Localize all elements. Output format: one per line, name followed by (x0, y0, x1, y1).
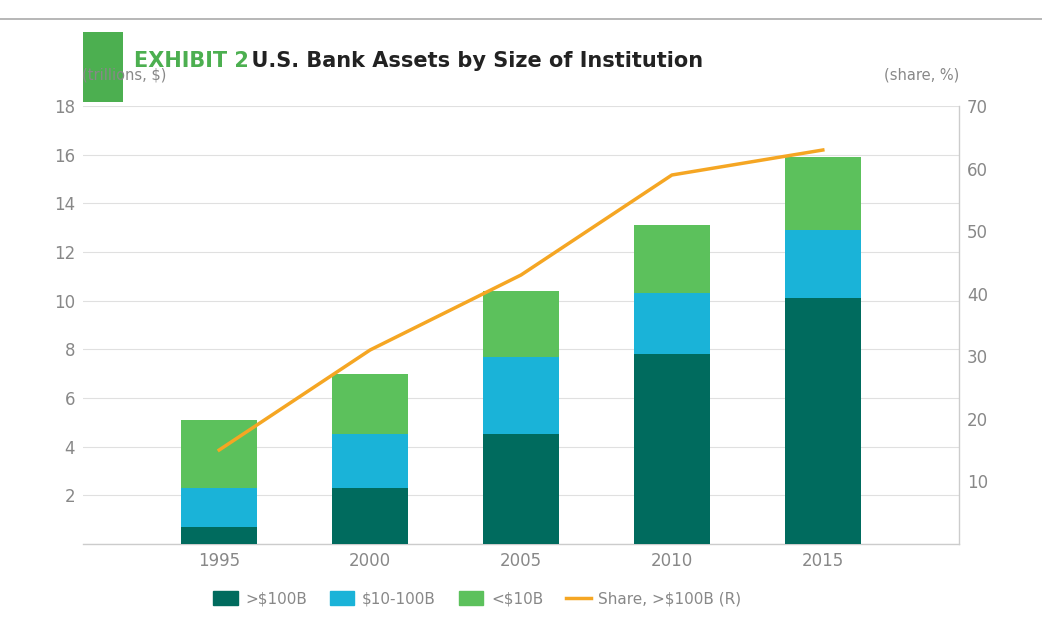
Bar (785, 230, 861, 298)
Bar (483, 357, 559, 434)
Bar (635, 226, 710, 293)
Legend: >$100B, $10-100B, <$10B, Share, >$100B (R): >$100B, $10-100B, <$10B, Share, >$100B (… (207, 586, 747, 612)
Bar (332, 374, 407, 434)
Text: EXHIBIT 2: EXHIBIT 2 (134, 51, 249, 71)
FancyBboxPatch shape (83, 32, 123, 102)
Bar (332, 434, 407, 488)
Bar (483, 291, 559, 357)
Bar (181, 420, 257, 488)
Bar (785, 298, 861, 544)
Bar (181, 527, 257, 544)
Bar (181, 488, 257, 527)
Text: (share, %): (share, %) (885, 67, 960, 82)
Bar (635, 354, 710, 544)
Text: (trillions, $): (trillions, $) (82, 67, 167, 82)
Bar (332, 488, 407, 544)
Text: U.S. Bank Assets by Size of Institution: U.S. Bank Assets by Size of Institution (237, 51, 702, 71)
Bar (483, 434, 559, 544)
Bar (635, 293, 710, 354)
Bar (785, 158, 861, 230)
